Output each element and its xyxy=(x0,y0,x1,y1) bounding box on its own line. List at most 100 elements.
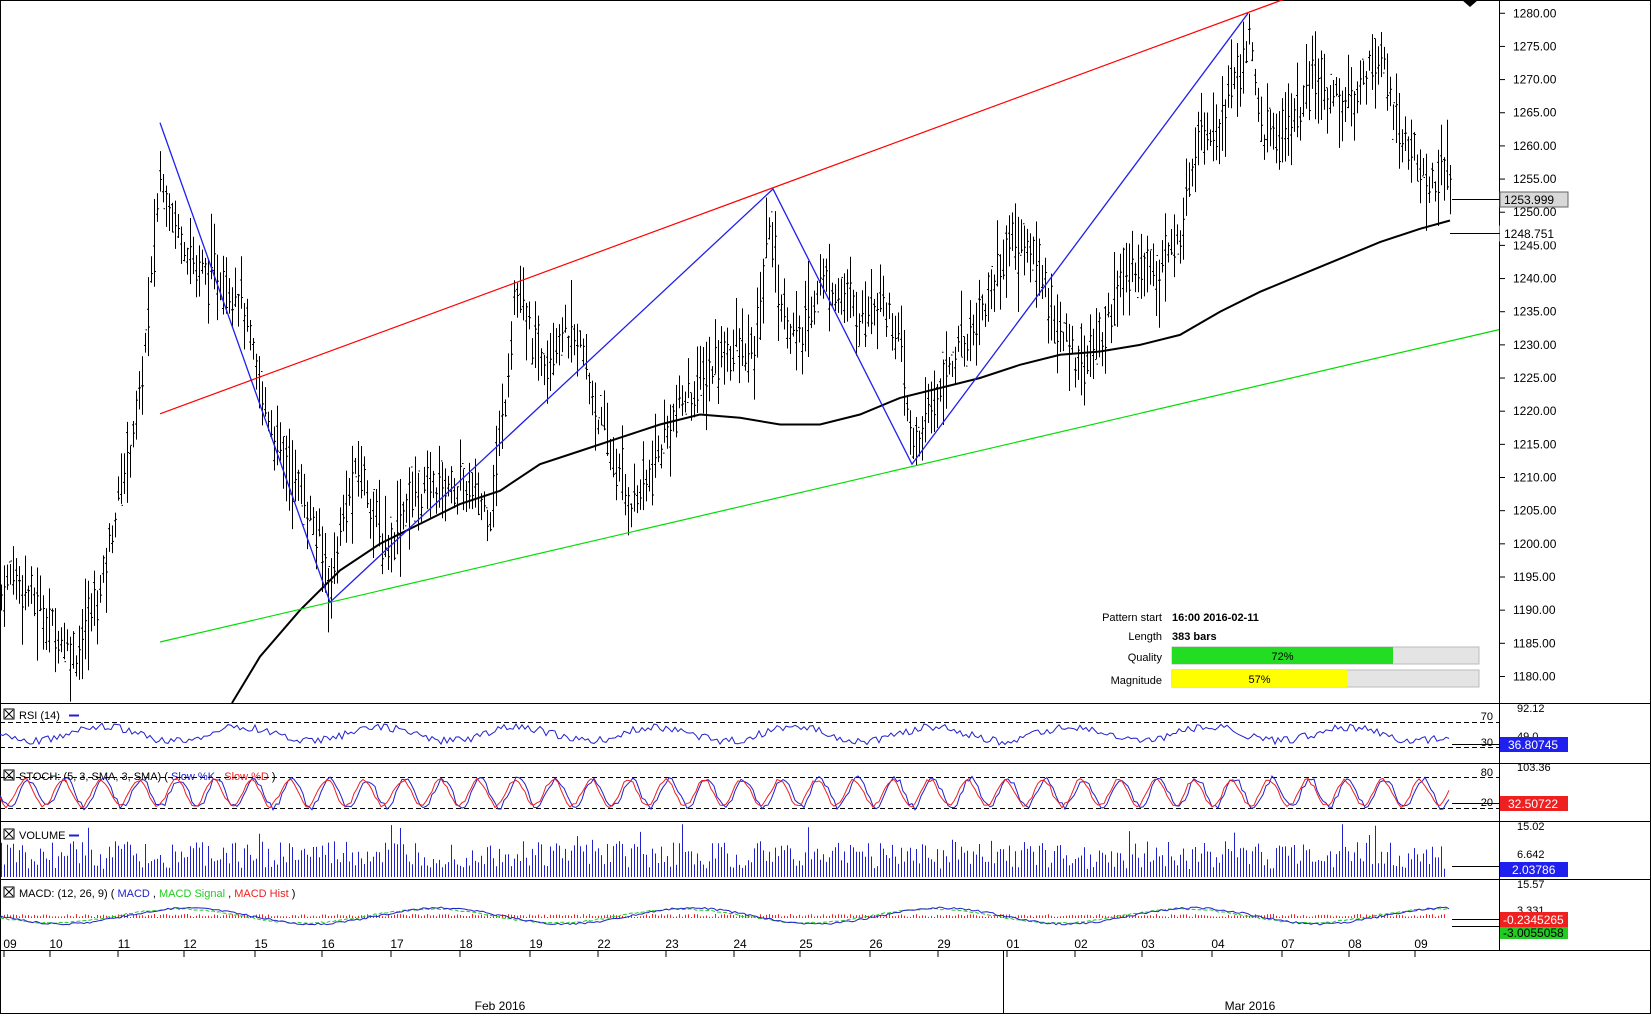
candle xyxy=(1407,136,1410,170)
x-day-label: 09 xyxy=(1414,937,1428,951)
candle xyxy=(1155,254,1158,317)
candle xyxy=(525,302,528,361)
candle xyxy=(1140,233,1143,299)
candle xyxy=(1152,243,1155,287)
candle xyxy=(237,293,240,327)
candle xyxy=(1077,345,1080,380)
candle xyxy=(564,304,567,333)
candle xyxy=(1134,262,1137,293)
rsi-axis-top: 92.12 xyxy=(1517,703,1545,715)
candle xyxy=(711,366,714,384)
candle xyxy=(675,384,678,438)
candle xyxy=(216,254,219,321)
candle xyxy=(717,340,720,405)
candle xyxy=(471,472,474,510)
candle xyxy=(1413,132,1416,161)
candle xyxy=(45,608,48,650)
candle xyxy=(996,220,999,287)
candle xyxy=(72,631,75,669)
candle xyxy=(552,322,555,376)
candle xyxy=(1383,46,1386,74)
candle xyxy=(1401,129,1404,163)
candle xyxy=(1446,119,1449,190)
candle xyxy=(792,312,795,337)
candle xyxy=(294,449,297,502)
candle xyxy=(1005,225,1008,298)
candle xyxy=(1350,67,1353,127)
candle xyxy=(921,416,924,461)
candle xyxy=(402,501,405,530)
candle xyxy=(108,523,111,552)
y-tick-label: 1225.00 xyxy=(1513,371,1557,385)
scroll-marker-icon[interactable] xyxy=(1462,0,1478,7)
candle xyxy=(1293,98,1296,132)
candle xyxy=(873,298,876,326)
candle xyxy=(252,338,255,360)
candle xyxy=(678,375,681,409)
candle xyxy=(1095,308,1098,365)
candle xyxy=(24,555,27,611)
candle xyxy=(762,258,765,324)
candle xyxy=(87,580,90,671)
candle xyxy=(138,371,141,410)
candle xyxy=(372,489,375,558)
candle xyxy=(1122,247,1125,316)
candle xyxy=(297,469,300,501)
candle xyxy=(597,417,600,435)
candle xyxy=(615,448,618,501)
candle xyxy=(342,494,345,532)
y-tick-label: 1235.00 xyxy=(1513,305,1557,319)
candle xyxy=(63,622,66,663)
candle xyxy=(939,378,942,402)
candle xyxy=(507,353,510,398)
candle xyxy=(177,214,180,239)
candle xyxy=(288,428,291,511)
candle xyxy=(759,271,762,340)
candle xyxy=(1281,98,1284,163)
candle xyxy=(906,395,909,422)
x-axis: 09 10 11 12 15 16 17 18 19 22 23 24 25 26 29 01 02 03 04 07… xyxy=(0,937,1651,1014)
candle xyxy=(1164,213,1167,302)
candle xyxy=(339,507,342,546)
pattern-start-label: Pattern start xyxy=(1102,612,1162,624)
candle xyxy=(849,256,852,319)
candle xyxy=(669,404,672,477)
candle xyxy=(1428,176,1431,204)
candle xyxy=(858,313,861,348)
candle xyxy=(777,264,780,342)
candle xyxy=(633,463,636,512)
candle xyxy=(840,276,843,315)
quality-value: 72% xyxy=(1271,651,1293,663)
candle xyxy=(1161,240,1164,273)
candle xyxy=(15,558,18,600)
candle xyxy=(540,348,543,376)
candle xyxy=(1194,127,1197,193)
candle xyxy=(567,335,570,359)
rsi-collapse-icon-x2 xyxy=(4,709,14,719)
stoch-panel: STOCH: (5, 3, SMA, 3, SMA) ( Slow %K , S… xyxy=(0,762,1568,811)
candle xyxy=(27,585,30,607)
candle xyxy=(1449,165,1452,215)
macd-collapse-icon-x2 xyxy=(4,887,14,897)
stoch-level-80: 80 xyxy=(1481,767,1493,779)
candle xyxy=(750,327,753,359)
candle xyxy=(153,199,156,287)
candle xyxy=(693,381,696,418)
candle xyxy=(651,440,654,506)
candle xyxy=(354,457,357,478)
candle xyxy=(1176,224,1179,255)
candle xyxy=(801,327,804,375)
candle xyxy=(672,403,675,432)
length-value: 383 bars xyxy=(1172,631,1217,643)
macd-line-value-box xyxy=(1500,927,1568,939)
candle xyxy=(1110,304,1113,344)
candle xyxy=(963,335,966,367)
x-day-label: 24 xyxy=(733,937,747,951)
candle xyxy=(1287,83,1290,156)
candle xyxy=(810,296,813,329)
candle xyxy=(573,324,576,356)
candle xyxy=(1044,257,1047,298)
candle xyxy=(6,564,9,590)
candle xyxy=(135,390,138,440)
candle xyxy=(312,507,315,536)
